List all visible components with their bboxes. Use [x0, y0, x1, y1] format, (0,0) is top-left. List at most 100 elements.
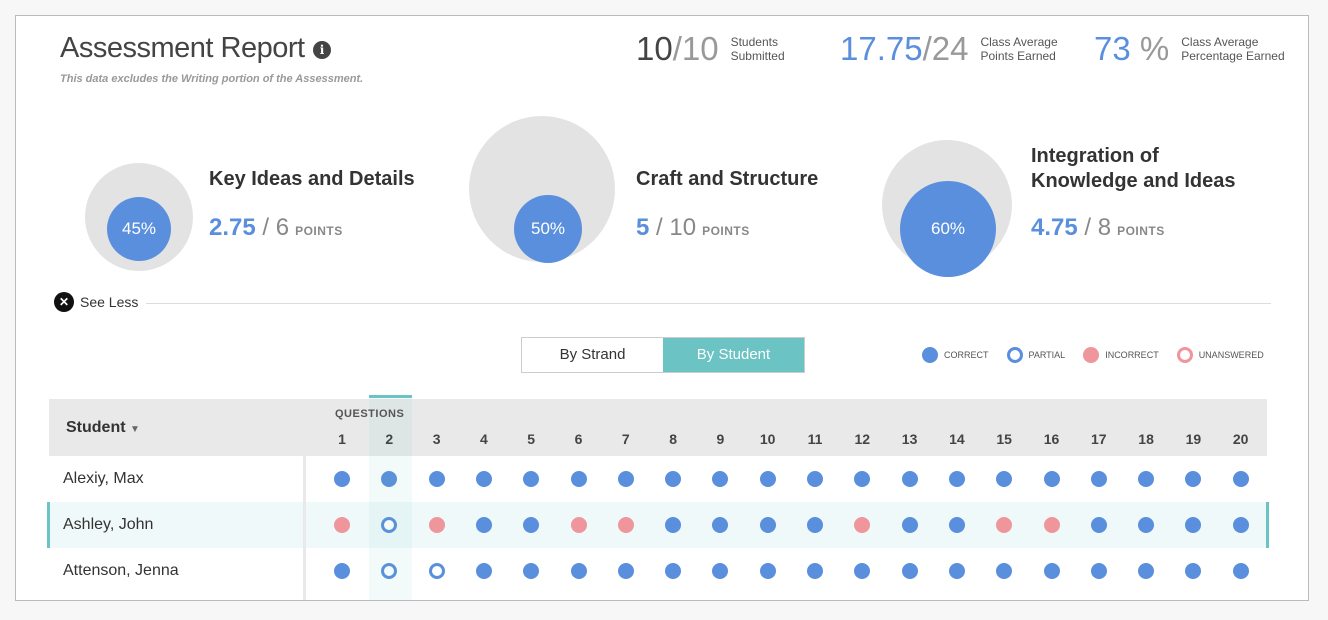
student-header-label: Student [66, 419, 126, 436]
question-header[interactable]: 5 [527, 431, 536, 447]
correct-dot-icon[interactable] [854, 471, 871, 487]
partial-dot-icon[interactable] [381, 563, 398, 579]
correct-dot-icon[interactable] [1090, 517, 1107, 533]
question-header[interactable]: 3 [432, 431, 441, 447]
correct-dot-icon[interactable] [901, 471, 918, 487]
correct-dot-icon[interactable] [948, 563, 965, 579]
table-row[interactable] [47, 502, 1269, 548]
question-header[interactable]: 4 [479, 431, 488, 447]
correct-dot-icon[interactable] [523, 563, 540, 579]
correct-dot-icon[interactable] [1138, 471, 1155, 487]
correct-dot-icon[interactable] [1185, 517, 1202, 533]
correct-dot-icon[interactable] [523, 517, 540, 533]
correct-dot-icon[interactable] [1090, 563, 1107, 579]
correct-dot-icon[interactable] [996, 563, 1013, 579]
question-header[interactable]: 1 [338, 431, 346, 447]
incorrect-dot-icon[interactable] [996, 517, 1013, 533]
correct-dot-icon[interactable] [665, 563, 682, 579]
correct-dot-icon[interactable] [996, 471, 1013, 487]
correct-dot-icon[interactable] [759, 563, 776, 579]
points-unit: POINTS [1117, 224, 1165, 238]
correct-dot-icon[interactable] [1232, 517, 1249, 533]
question-header[interactable]: 13 [901, 431, 918, 447]
correct-dot-icon[interactable] [712, 517, 729, 533]
correct-dot-icon[interactable] [807, 517, 823, 533]
correct-dot-icon[interactable] [712, 471, 729, 487]
see-less-button[interactable]: ✕ See Less [54, 292, 138, 312]
partial-dot-icon[interactable] [428, 563, 445, 579]
question-header[interactable]: 10 [759, 431, 776, 447]
legend-label: CORRECT [944, 350, 989, 360]
correct-dot-icon[interactable] [381, 471, 398, 487]
incorrect-dot-icon[interactable] [334, 517, 350, 533]
legend-correct: CORRECT [922, 347, 989, 363]
table-row[interactable] [49, 456, 1267, 502]
correct-dot-icon[interactable] [523, 471, 540, 487]
student-name[interactable]: Ashley, John [63, 516, 154, 533]
question-header[interactable]: 8 [669, 431, 677, 447]
correct-dot-icon[interactable] [1185, 471, 1202, 487]
points-total: / 6 [262, 214, 290, 241]
incorrect-dot-icon[interactable] [1043, 517, 1060, 533]
correct-dot-icon[interactable] [807, 563, 823, 579]
correct-dot-icon[interactable] [475, 563, 492, 579]
student-column-header[interactable]: Student ▼ [66, 419, 140, 437]
correct-dot-icon[interactable] [948, 517, 965, 533]
legend-label: UNANSWERED [1198, 350, 1264, 360]
correct-dot-icon[interactable] [1138, 517, 1155, 533]
question-header[interactable]: 2 [385, 431, 394, 447]
question-header[interactable]: 17 [1091, 431, 1107, 447]
correct-dot-icon[interactable] [1232, 471, 1249, 487]
incorrect-dot-icon[interactable] [428, 517, 445, 533]
correct-dot-icon[interactable] [712, 563, 729, 579]
correct-dot-icon[interactable] [570, 471, 587, 487]
correct-dot-icon[interactable] [617, 563, 634, 579]
incorrect-dot-icon[interactable] [617, 517, 634, 533]
question-header[interactable]: 14 [949, 431, 965, 447]
question-header[interactable]: 19 [1185, 431, 1202, 447]
correct-dot-icon[interactable] [1043, 471, 1060, 487]
correct-dot-icon[interactable] [428, 471, 445, 487]
student-name[interactable]: Alexiy, Max [63, 470, 144, 487]
correct-dot-icon[interactable] [948, 471, 965, 487]
correct-dot-icon[interactable] [475, 471, 492, 487]
question-header[interactable]: 6 [574, 431, 583, 447]
partial-dot-icon[interactable] [381, 517, 398, 533]
incorrect-dot-icon[interactable] [570, 517, 587, 533]
question-header[interactable]: 11 [807, 431, 823, 447]
correct-dot-icon[interactable] [1043, 563, 1060, 579]
correct-dot-icon[interactable] [1232, 563, 1249, 579]
incorrect-dot-icon[interactable] [854, 517, 871, 533]
legend: CORRECT PARTIAL INCORRECT UNANSWERED [922, 347, 1264, 363]
info-icon[interactable]: i [313, 41, 331, 59]
correct-dot-icon[interactable] [759, 471, 776, 487]
question-header[interactable]: 7 [621, 431, 630, 447]
question-header[interactable]: 16 [1043, 431, 1060, 447]
correct-dot-icon[interactable] [759, 517, 776, 533]
correct-dot-icon[interactable] [334, 563, 350, 579]
correct-dot-icon[interactable] [475, 517, 492, 533]
question-header[interactable]: 20 [1232, 431, 1249, 447]
question-header[interactable]: 18 [1138, 431, 1154, 447]
correct-dot-icon[interactable] [1138, 563, 1155, 579]
correct-dot-icon[interactable] [807, 471, 823, 487]
correct-dot-icon[interactable] [665, 471, 682, 487]
correct-dot-icon[interactable] [901, 563, 918, 579]
correct-dot-icon[interactable] [665, 517, 682, 533]
correct-dot-icon[interactable] [334, 471, 350, 487]
correct-dot-icon[interactable] [617, 471, 634, 487]
see-less-label: See Less [80, 294, 139, 310]
question-header[interactable]: 12 [854, 431, 871, 447]
correct-dot-icon[interactable] [901, 517, 918, 533]
question-header[interactable]: 9 [716, 431, 725, 447]
correct-dot-icon[interactable] [570, 563, 587, 579]
question-header[interactable]: 15 [996, 431, 1012, 447]
correct-dot-icon[interactable] [854, 563, 871, 579]
correct-dot-icon[interactable] [1185, 563, 1202, 579]
student-name[interactable]: Attenson, Jenna [63, 562, 179, 579]
table-row[interactable] [49, 548, 1267, 594]
tab-by-student[interactable]: By Student [663, 338, 804, 372]
correct-dot-icon[interactable] [1090, 471, 1107, 487]
tab-by-strand[interactable]: By Strand [559, 346, 626, 363]
strand-name: Craft and Structure [636, 168, 819, 190]
